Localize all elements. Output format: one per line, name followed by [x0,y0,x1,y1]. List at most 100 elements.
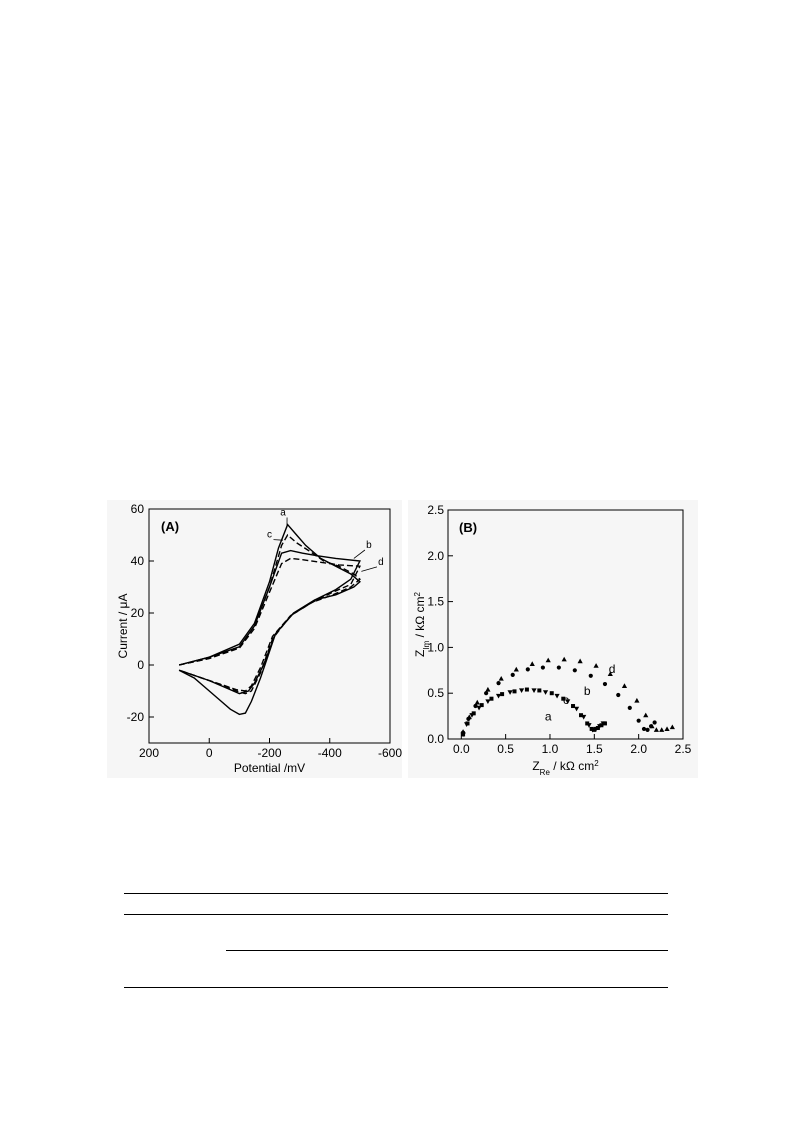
series-b-label: b [584,684,591,698]
series-c-point [571,704,576,709]
x-tick-label: 0.5 [497,742,514,756]
table-header-rule [124,914,668,915]
series-a-point [565,699,571,705]
series-d-leader [361,566,378,572]
series-d-point [643,712,649,718]
series-b-point [540,665,545,670]
series-d-point [664,726,670,732]
series-b-point [588,673,593,678]
x-tick-label: -200 [257,746,281,760]
series-c-point [579,713,584,718]
y-tick-label: 1.0 [427,640,444,654]
plot-frame [447,509,684,740]
series-b-point [556,665,561,670]
y-axis-label: Current / μA [116,594,130,659]
series-c-point [561,696,566,701]
series-d-point [669,724,675,730]
series-d-point [621,683,628,688]
series-d-point [545,657,551,663]
panel-label: (A) [161,519,179,534]
series-b-curve [178,549,361,695]
series-c-point [589,726,594,731]
series-c-point [471,711,476,716]
x-tick-label: -600 [378,746,402,760]
series-d-point [513,666,519,672]
series-c-point [549,691,554,696]
series-b-point [525,667,530,672]
series-a-point [542,690,549,695]
series-d-point [634,697,640,703]
series-d-point [466,714,472,720]
x-tick-label: 0 [206,746,213,760]
series-c-label: c [563,693,569,707]
series-d-curve [178,557,361,692]
series-b-point [473,703,478,709]
plot-frame [148,508,391,744]
series-c-point [461,732,466,737]
series-d-label: d [378,557,384,568]
y-tick-label: 60 [131,502,145,516]
table-top-rule [124,893,668,894]
series-d-label: d [609,662,616,676]
x-tick-label: -400 [318,746,342,760]
table-subheader-rule [226,950,668,951]
series-b-point [602,681,608,687]
series-a-point [531,688,537,694]
series-c-point [602,721,607,726]
series-c-point [585,721,590,726]
y-tick-label: 0.0 [427,732,444,746]
figure-panel-b: 0.0 0.5 1.0 1.5 2.0 2.5 0.0 0.5 1.0 1.5 2.0 2.5 ZRe … [408,500,698,778]
series-b-point [616,692,621,698]
series-a-point [495,693,502,699]
series-c-leader [273,539,284,541]
series-d-point [593,663,599,668]
series-c-point [595,726,600,731]
table-bottom-rule [124,987,668,988]
x-axis-label: ZRe / kΩ cm2 [532,759,599,777]
x-tick-label: 2.5 [675,742,692,756]
series-a-point [507,690,513,695]
series-c-point [479,703,484,708]
series-d-point [529,661,535,666]
series-d-point [498,675,504,681]
figure-panel-a: 200 0 -200 -400 -600 60 40 20 0 -20 Potential /mV C… [107,500,402,778]
series-c-point [500,692,505,697]
series-b-point [572,668,577,673]
series-b-point [510,672,515,677]
series-c-point [489,696,494,701]
series-c-label: c [267,530,272,541]
series-c-point [599,723,604,728]
y-tick-label: 0.5 [427,686,444,700]
series-d-point [653,727,659,732]
series-b-leader [353,549,366,559]
series-a-label: a [545,710,552,724]
series-c-point [465,721,470,726]
series-b-label: b [366,540,372,551]
series-a-point [573,706,580,712]
series-a-point [519,688,525,694]
series-b-point [484,691,489,696]
series-d-point [474,699,480,705]
series-c-curve [178,533,361,695]
y-tick-label: 2.0 [427,549,444,563]
series-c-point [537,688,542,693]
series-d-point [485,686,491,692]
series-c-point [592,727,597,732]
y-tick-label: 2.5 [427,503,444,517]
series-d-point [460,729,466,734]
series-d-point [607,671,613,677]
y-tick-label: 0 [137,658,144,672]
series-d-point [659,727,665,732]
series-c-point [512,689,517,694]
x-tick-label: 200 [139,746,159,760]
panel-label: (B) [459,520,477,535]
series-b-point [627,705,632,710]
series-b-point [645,727,650,732]
y-tick-label: 20 [131,606,145,620]
x-tick-label: 2.0 [630,742,647,756]
series-a-point [554,693,560,699]
series-c-point [524,687,529,692]
y-tick-label: 40 [131,554,145,568]
series-a-point [485,699,491,705]
series-d-point [561,656,567,662]
